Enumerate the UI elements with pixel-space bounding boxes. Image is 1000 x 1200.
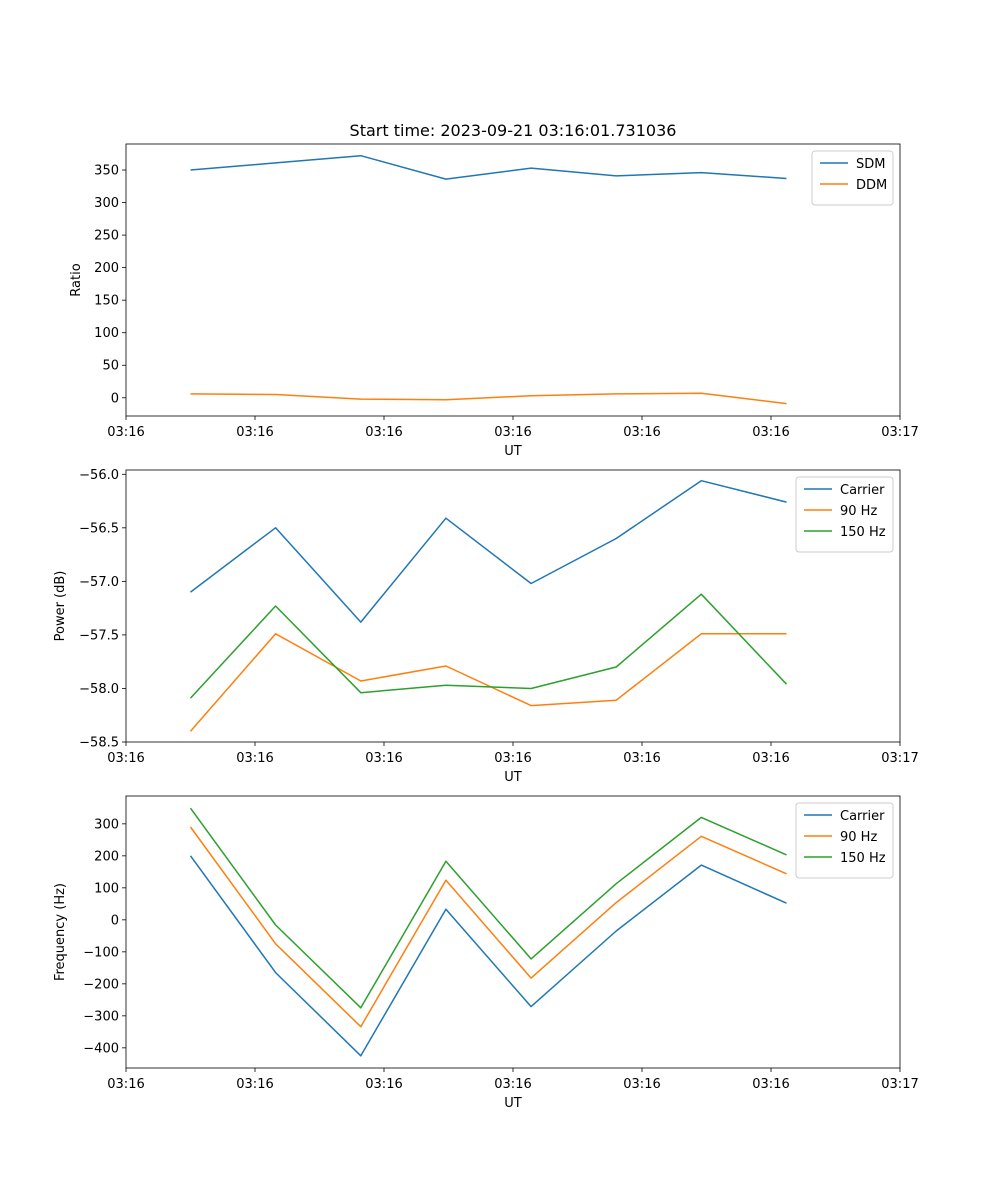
y-tick-label: 0 <box>111 391 119 406</box>
legend-box <box>795 802 894 879</box>
x-tick-label: 03:17 <box>881 1077 918 1092</box>
x-tick-label: 03:16 <box>236 751 273 766</box>
series-line-carrier <box>190 479 787 623</box>
x-tick-label: 03:16 <box>107 1077 144 1092</box>
y-tick-label: −200 <box>83 977 119 992</box>
x-tick-label: 03:16 <box>623 425 660 440</box>
series-line-150-hz <box>189 593 788 699</box>
y-tick-label: 200 <box>94 261 119 276</box>
x-axis-label: UT <box>504 770 522 785</box>
legend: SDM DDM <box>811 150 894 206</box>
x-tick-label: 03:16 <box>236 425 273 440</box>
x-tick-label: 03:16 <box>752 751 789 766</box>
legend: Carrier 90 Hz 150 Hz <box>795 476 894 553</box>
y-tick-label: −58.5 <box>79 736 119 751</box>
series-line-90-hz <box>189 633 787 732</box>
y-tick-label: 50 <box>102 359 119 374</box>
x-axis-label: UT <box>504 444 522 459</box>
legend-label: Carrier <box>840 809 885 824</box>
legend-label: 150 Hz <box>840 525 886 540</box>
legend-box <box>795 476 894 553</box>
y-tick-label: 300 <box>94 817 119 832</box>
y-tick-label: −57.5 <box>79 628 119 643</box>
legend-label: 150 Hz <box>840 851 886 866</box>
x-tick-label: 03:16 <box>494 1077 531 1092</box>
legend-label: 90 Hz <box>840 504 877 519</box>
y-tick-label: 300 <box>94 196 119 211</box>
x-tick-label: 03:16 <box>365 1077 402 1092</box>
x-tick-label: 03:16 <box>623 1077 660 1092</box>
x-tick-label: 03:16 <box>365 751 402 766</box>
y-tick-label: 250 <box>94 229 119 244</box>
x-tick-label: 03:16 <box>107 425 144 440</box>
x-axis-label: UT <box>504 1096 522 1111</box>
x-tick-label: 03:16 <box>494 425 531 440</box>
y-tick-label: −400 <box>83 1041 119 1056</box>
x-tick-label: 03:17 <box>881 751 918 766</box>
series-line-ddm <box>190 392 787 405</box>
series-line-carrier <box>189 855 787 1057</box>
x-tick-label: 03:16 <box>752 425 789 440</box>
subplot-1: 03:16 03:16 03:16 03:16 03:16 03:16 03:17 0 50 10… <box>69 121 919 459</box>
legend-label: Carrier <box>840 483 885 498</box>
y-tick-label: −100 <box>83 945 119 960</box>
x-tick-label: 03:16 <box>623 751 660 766</box>
y-tick-label: 100 <box>94 326 119 341</box>
y-tick-label: −57.0 <box>79 575 119 590</box>
x-tick-label: 03:16 <box>236 1077 273 1092</box>
subplot-3: 03:16 03:16 03:16 03:16 03:16 03:16 03:17 −400 −… <box>53 795 919 1111</box>
y-tick-label: −56.0 <box>79 468 119 483</box>
y-tick-label: 200 <box>94 849 119 864</box>
y-tick-label: 0 <box>111 913 119 928</box>
y-tick-label: −300 <box>83 1009 119 1024</box>
legend-label: 90 Hz <box>840 830 877 845</box>
y-axis-label: Power (dB) <box>53 571 68 642</box>
legend-label: DDM <box>856 178 887 193</box>
x-tick-label: 03:17 <box>881 425 918 440</box>
y-tick-label: 350 <box>94 164 119 179</box>
y-tick-label: 100 <box>94 881 119 896</box>
y-axis-label: Ratio <box>69 263 84 296</box>
x-tick-label: 03:16 <box>752 1077 789 1092</box>
legend-label: SDM <box>856 157 885 172</box>
legend-box <box>811 150 894 206</box>
chart-title: Start time: 2023-09-21 03:16:01.731036 <box>350 121 677 140</box>
series-line-150-hz <box>189 807 787 1009</box>
x-tick-label: 03:16 <box>107 751 144 766</box>
legend: Carrier 90 Hz 150 Hz <box>795 802 894 879</box>
series-line-90-hz <box>189 826 787 1028</box>
x-tick-label: 03:16 <box>365 425 402 440</box>
series-line-sdm <box>190 154 787 180</box>
subplot-2: 03:16 03:16 03:16 03:16 03:16 03:16 03:17 −58.5… <box>53 468 919 785</box>
x-tick-label: 03:16 <box>494 751 531 766</box>
y-axis-label: Frequency (Hz) <box>53 883 68 981</box>
y-tick-label: 150 <box>94 294 119 309</box>
y-tick-label: −58.0 <box>79 682 119 697</box>
y-tick-label: −56.5 <box>79 521 119 536</box>
